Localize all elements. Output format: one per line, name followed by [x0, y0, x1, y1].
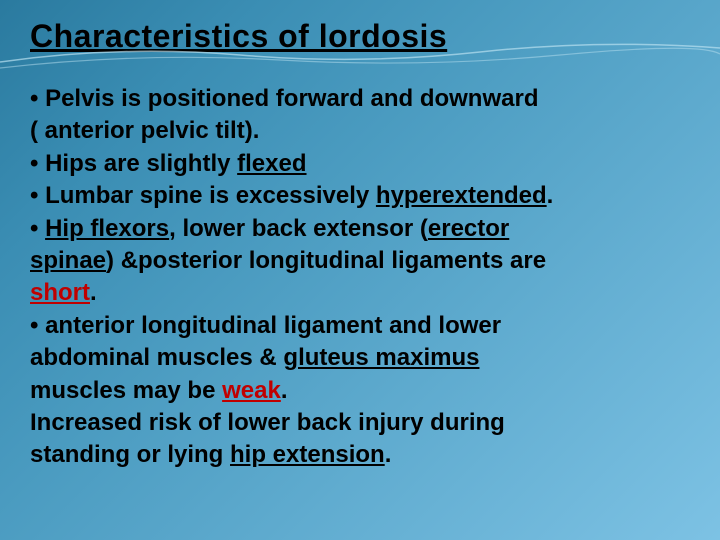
bullet-6-line2: standing or lying hip extension.: [30, 439, 690, 471]
bullet-4-period: .: [90, 279, 97, 306]
slide: Characteristics of lordosis • Pelvis is …: [0, 0, 720, 540]
slide-body: • Pelvis is positioned forward and downw…: [30, 83, 690, 472]
bullet-2-underline: flexed: [237, 150, 306, 177]
bullet-4-line3: short.: [30, 277, 690, 309]
bullet-5-period: .: [281, 377, 288, 404]
bullet-5-muscles: muscles may be: [30, 377, 222, 404]
bullet-4-line1: • Hip flexors, lower back extensor (erec…: [30, 213, 690, 245]
bullet-3-period: .: [547, 182, 554, 209]
bullet-5-line2: abdominal muscles & gluteus maximus: [30, 342, 690, 374]
bullet-1-line1: • Pelvis is positioned forward and downw…: [30, 83, 690, 115]
bullet-4-dot: •: [30, 215, 45, 242]
bullet-4-short: short: [30, 279, 90, 306]
bullet-3: • Lumbar spine is excessively hyperexten…: [30, 180, 690, 212]
bullet-4-mid: , lower back extensor (: [169, 215, 428, 242]
bullet-6-period: .: [385, 441, 392, 468]
bullet-4-spinae: spinae: [30, 247, 106, 274]
bullet-5-gluteus: gluteus maximus: [283, 344, 479, 371]
bullet-6-text: standing or lying: [30, 441, 230, 468]
bullet-4-rest: ) &posterior longitudinal ligaments are: [106, 247, 546, 274]
bullet-4-erector: erector: [428, 215, 509, 242]
bullet-5-line1: • anterior longitudinal ligament and low…: [30, 310, 690, 342]
bullet-1-line2: ( anterior pelvic tilt).: [30, 115, 690, 147]
bullet-5-weak: weak: [222, 377, 281, 404]
bullet-3-text: • Lumbar spine is excessively: [30, 182, 376, 209]
bullet-2: • Hips are slightly flexed: [30, 148, 690, 180]
slide-title: Characteristics of lordosis: [30, 18, 690, 55]
bullet-3-underline: hyperextended: [376, 182, 547, 209]
bullet-6-line1: Increased risk of lower back injury duri…: [30, 407, 690, 439]
bullet-5-mid: abdominal muscles &: [30, 344, 283, 371]
bullet-4-hip-flexors: Hip flexors: [45, 215, 169, 242]
bullet-2-text: • Hips are slightly: [30, 150, 237, 177]
bullet-6-hip-extension: hip extension: [230, 441, 385, 468]
bullet-4-line2: spinae) &posterior longitudinal ligament…: [30, 245, 690, 277]
bullet-5-line3: muscles may be weak.: [30, 375, 690, 407]
